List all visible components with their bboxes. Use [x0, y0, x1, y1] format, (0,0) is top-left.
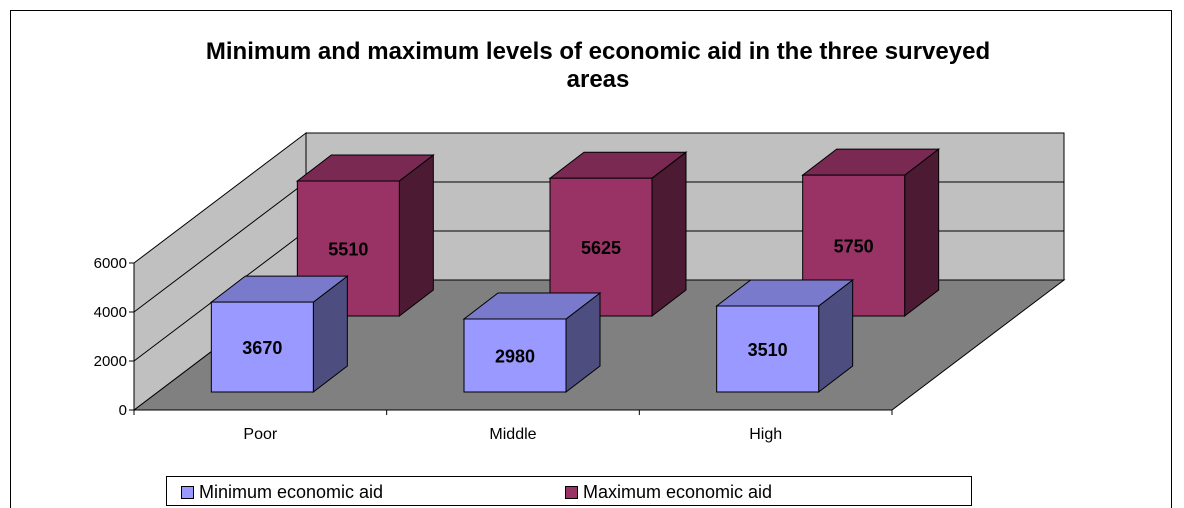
chart-frame [10, 10, 1172, 508]
y-tick-label: 0 [119, 402, 127, 419]
bar-max-side [651, 151, 687, 318]
bar-min [463, 318, 567, 393]
chart-title-line-1: Minimum and maximum levels of economic a… [205, 38, 991, 65]
legend-swatch-max [565, 486, 578, 499]
y-tick-label: 2000 [94, 353, 127, 370]
legend-item-min: Minimum economic aid [181, 482, 383, 503]
data-label: 5750 [834, 237, 874, 257]
data-label: 5625 [581, 238, 621, 258]
y-tick-label: 6000 [94, 255, 127, 272]
data-label: 3670 [242, 338, 282, 358]
legend-label-min: Minimum economic aid [199, 482, 384, 502]
bar-min [716, 305, 820, 393]
bar-max-side [398, 153, 434, 318]
y-tick-label: 4000 [94, 304, 127, 321]
chart-title-line-2: areas [566, 66, 630, 93]
data-label: 5510 [328, 240, 368, 260]
chart-plot: 0 2000 4000 6000 Poor Middle High 5510 5625 5750 3… [94, 131, 1066, 443]
legend: Minimum economic aid Maximum economic ai… [166, 476, 972, 506]
bar-min [210, 301, 314, 393]
legend-label-max: Maximum economic aid [583, 482, 773, 502]
x-tick-label: Poor [243, 426, 277, 443]
chart-title: Minimum and maximum levels of economic a… [98, 38, 1098, 94]
data-label: 3510 [748, 340, 788, 360]
bar-max-side [904, 148, 940, 318]
x-tick-label: Middle [489, 426, 536, 443]
x-tick-label: High [749, 426, 782, 443]
legend-swatch-min [181, 486, 194, 499]
data-label: 2980 [495, 346, 535, 366]
legend-item-max: Maximum economic aid [565, 482, 772, 503]
